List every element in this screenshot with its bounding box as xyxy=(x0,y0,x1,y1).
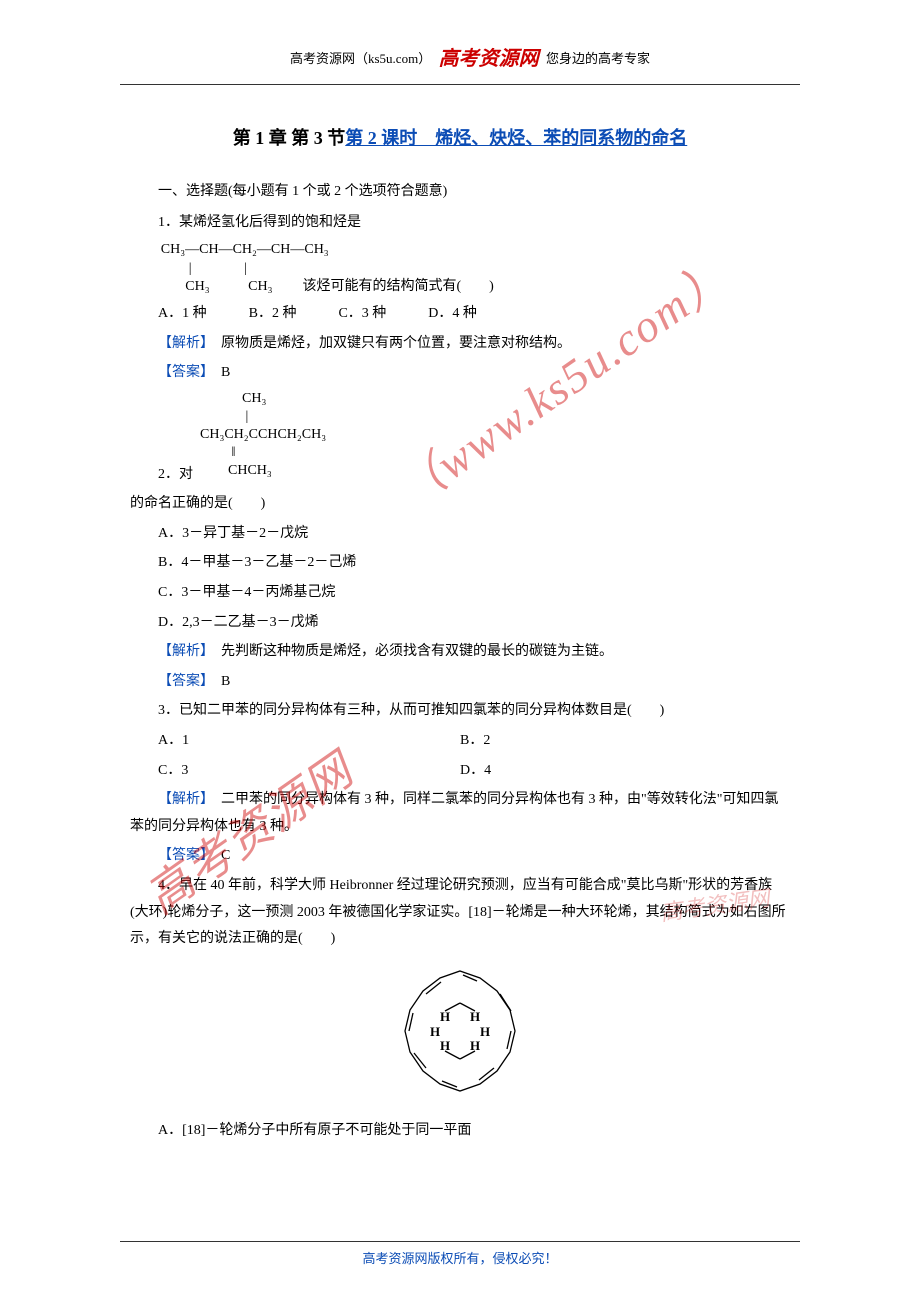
q1-formula: CH₃—CH—CH₂—CH—CH₃ | | CH₃ CH₃ 该烃可能有的结构简式… xyxy=(161,241,790,296)
page-header: 高考资源网（ks5u.com） 高考资源网 您身边的高考专家 xyxy=(120,0,800,85)
answer-label: 【答案】 xyxy=(158,365,207,380)
q1-analysis: 【解析】 原物质是烯烃，加双键只有两个位置，要注意对称结构。 xyxy=(130,331,790,358)
answer-label: 【答案】 xyxy=(158,848,207,863)
q3-optA: A．1 xyxy=(130,728,460,755)
q2-optD: D．2,3－二乙基－3－戊烯 xyxy=(130,610,790,637)
q4-optA: A．[18]－轮烯分子中所有原子不可能处于同一平面 xyxy=(130,1118,790,1145)
h-label: H xyxy=(480,1024,490,1039)
analysis-label: 【解析】 xyxy=(158,336,207,351)
page-title: 第 1 章 第 3 节第 2 课时 烯烃、炔烃、苯的同系物的命名 xyxy=(130,121,790,155)
q2-analysis: 【解析】 先判断这种物质是烯烃，必须找含有双键的最长的碳链为主链。 xyxy=(130,639,790,666)
q2-tail: 的命名正确的是( ) xyxy=(130,491,790,518)
analysis-label: 【解析】 xyxy=(158,792,207,807)
q1-answer-text: B xyxy=(207,365,230,380)
title-prefix: 第 1 章 第 3 节 xyxy=(233,128,346,148)
q3-stem: 3．已知二甲苯的同分异构体有三种，从而可推知四氯苯的同分异构体数目是( ) xyxy=(130,698,790,725)
q2-f2: | xyxy=(200,408,790,426)
q2-f3: CH₃CH₂CCHCH₂CH₃ xyxy=(200,426,790,444)
q1-answer: 【答案】 B xyxy=(130,360,790,387)
q2-answer-text: B xyxy=(207,674,230,689)
q2-f1: CH₃ xyxy=(200,390,790,408)
q2-answer: 【答案】 B xyxy=(130,669,790,696)
content: 第 1 章 第 3 节第 2 课时 烯烃、炔烃、苯的同系物的命名 一、选择题(每… xyxy=(0,85,920,1158)
q1-tail: 该烃可能有的结构简式有( ) xyxy=(302,278,493,296)
section-heading: 一、选择题(每小题有 1 个或 2 个选项符合题意) xyxy=(130,179,790,206)
header-center-logo: 高考资源网 xyxy=(439,40,539,78)
q3-opts-row1: A．1 B．2 xyxy=(130,728,790,755)
q1-formula-bot: CH₃ CH₃ xyxy=(161,278,273,296)
q2-analysis-text: 先判断这种物质是烯烃，必须找含有双键的最长的碳链为主链。 xyxy=(207,644,613,659)
q3-analysis-text: 二甲苯的同分异构体有 3 种，同样二氯苯的同分异构体也有 3 种，由"等效转化法… xyxy=(130,792,778,834)
q1-options: A．1 种 B．2 种 C．3 种 D．4 种 xyxy=(130,301,790,328)
h-label: H xyxy=(470,1009,480,1024)
annulene-structure: H H H H H H xyxy=(130,963,790,1109)
q3-answer: 【答案】 C xyxy=(130,843,790,870)
answer-label: 【答案】 xyxy=(158,674,207,689)
q2-optC: C．3－甲基－4－丙烯基己烷 xyxy=(130,580,790,607)
h-label: H xyxy=(470,1038,480,1053)
header-left: 高考资源网（ks5u.com） xyxy=(290,47,431,72)
molecule-svg: H H H H H H xyxy=(385,963,535,1098)
q2-optA: A．3－异丁基－2－戊烷 xyxy=(130,521,790,548)
q2-f4: ‖ xyxy=(200,444,790,462)
header-right: 您身边的高考专家 xyxy=(546,47,650,72)
q1-formula-top: CH₃—CH—CH₂—CH—CH₃ xyxy=(161,241,790,259)
q3-optD: D．4 xyxy=(460,758,790,785)
q3-answer-text: C xyxy=(207,848,230,863)
q2-optB: B．4－甲基－3－乙基－2－己烯 xyxy=(130,550,790,577)
h-label: H xyxy=(440,1038,450,1053)
q4-stem: 4．早在 40 年前，科学大师 Heibronner 经过理论研究预测，应当有可… xyxy=(130,873,790,953)
q1-formula-bars: | | xyxy=(161,260,790,278)
q1-analysis-text: 原物质是烯烃，加双键只有两个位置，要注意对称结构。 xyxy=(207,336,571,351)
h-label: H xyxy=(440,1009,450,1024)
q3-analysis: 【解析】 二甲苯的同分异构体有 3 种，同样二氯苯的同分异构体也有 3 种，由"… xyxy=(130,787,790,840)
q1-stem: 1．某烯烃氢化后得到的饱和烃是 xyxy=(130,210,790,237)
title-link[interactable]: 第 2 课时 烯烃、炔烃、苯的同系物的命名 xyxy=(345,128,687,148)
page-footer: 高考资源网版权所有，侵权必究！ xyxy=(120,1241,800,1272)
q4-stem-text: 4．早在 40 年前，科学大师 Heibronner 经过理论研究预测，应当有可… xyxy=(130,878,786,946)
q3-optB: B．2 xyxy=(460,728,790,755)
analysis-label: 【解析】 xyxy=(158,644,207,659)
q3-optC: C．3 xyxy=(130,758,460,785)
h-label: H xyxy=(430,1024,440,1039)
q3-opts-row2: C．3 D．4 xyxy=(130,758,790,785)
